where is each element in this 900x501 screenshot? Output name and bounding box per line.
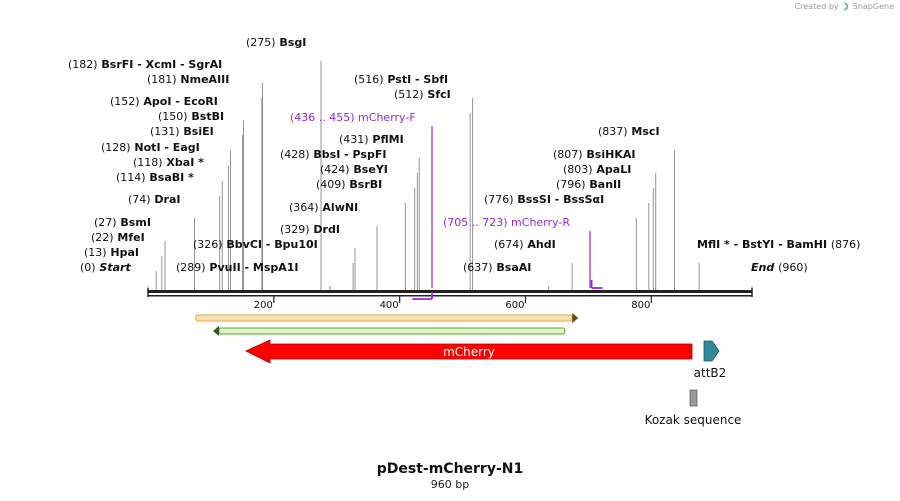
ruler-tick-label: 400 — [380, 300, 399, 311]
snapgene-logo-icon — [843, 2, 849, 11]
cut-site-label: End (960) — [751, 261, 808, 274]
primer-label: (436 .. 455) mCherry-F — [290, 111, 416, 124]
cut-site-label: (807) BsiHKAI — [553, 148, 635, 161]
plasmid-size: 960 bp — [430, 478, 470, 491]
orf-reverse-bar — [218, 327, 566, 335]
cut-site-label: (152) ApoI - EcoRI — [110, 95, 218, 108]
cut-site-label: (512) SfcI — [394, 88, 451, 101]
cut-site-label: (428) BbsI - PspFI — [280, 148, 386, 161]
backbone-strand-bottom — [148, 295, 752, 297]
orf-forward-bar — [195, 314, 573, 322]
cut-site-label: (409) BsrBI — [316, 178, 382, 191]
credit-brand: SnapGene — [852, 2, 894, 11]
cut-site-label: (275) BsgI — [246, 36, 306, 49]
cut-site-label: (114) BsaBI * — [116, 171, 194, 184]
cut-site-label: (803) ApaLI — [563, 163, 631, 176]
primer-label: (705 .. 723) mCherry-R — [443, 216, 570, 229]
feature-kozak-box — [689, 389, 698, 407]
orf-forward-arrowhead — [572, 313, 579, 323]
cut-site-label: (837) MscI — [598, 125, 660, 138]
ruler-tick-label: 800 — [631, 300, 650, 311]
cut-site-label: (289) PvuII - MspA1I — [176, 261, 299, 274]
cut-site-label: (796) BanII — [556, 178, 621, 191]
cut-site-label: (776) BssSI - BssSαI — [484, 193, 604, 206]
cut-site-label: (118) XbaI * — [133, 156, 204, 169]
snapgene-credit: Created by SnapGene — [795, 2, 894, 11]
map-title-block: pDest-mCherry-N1 960 bp — [0, 461, 900, 491]
feature-kozak-label: Kozak sequence — [645, 413, 742, 427]
cut-site-label: (329) DrdI — [280, 223, 340, 236]
credit-prefix: Created by — [794, 2, 839, 11]
cut-site-label: (13) HpaI — [84, 246, 139, 259]
cut-site-label: (150) BstBI — [158, 110, 224, 123]
cut-site-label: (131) BsiEI — [150, 125, 214, 138]
cut-site-label: (674) AhdI — [494, 238, 556, 251]
cut-site-label: (181) NmeAIII — [147, 73, 229, 86]
cut-site-label: (74) DraI — [128, 193, 181, 206]
cut-site-label: (364) AlwNI — [289, 201, 358, 214]
ruler-tick-label: 200 — [254, 300, 273, 311]
backbone-strand-top — [148, 290, 752, 293]
cut-site-label: (22) MfeI — [91, 231, 145, 244]
orf-reverse-arrowhead — [212, 326, 219, 336]
feature-mcherry-label: mCherry — [443, 345, 495, 359]
ruler-tick-label: 600 — [505, 300, 524, 311]
cut-site-label: (424) BseYI — [320, 163, 388, 176]
cut-site-label: (128) NotI - EagI — [101, 141, 200, 154]
cut-site-label: (27) BsmI — [94, 216, 151, 229]
feature-attb2-label: attB2 — [694, 366, 727, 380]
cut-site-label: (516) PstI - SbfI — [354, 73, 448, 86]
cut-site-label: (431) PflMI — [339, 133, 404, 146]
cut-site-label: (637) BsaAI — [463, 261, 531, 274]
cut-site-label: MflI * - BstYI - BamHI (876) — [697, 238, 860, 251]
feature-attb2-arrow — [703, 340, 720, 362]
feature-mcherry-arrow — [245, 339, 693, 364]
cut-site-label: (326) BbvCI - Bpu10I — [193, 238, 318, 251]
cut-site-label: (0) Start — [80, 261, 131, 274]
plasmid-name: pDest-mCherry-N1 — [376, 461, 524, 477]
cut-site-label: (182) BsrFI - XcmI - SgrAI — [68, 58, 222, 71]
